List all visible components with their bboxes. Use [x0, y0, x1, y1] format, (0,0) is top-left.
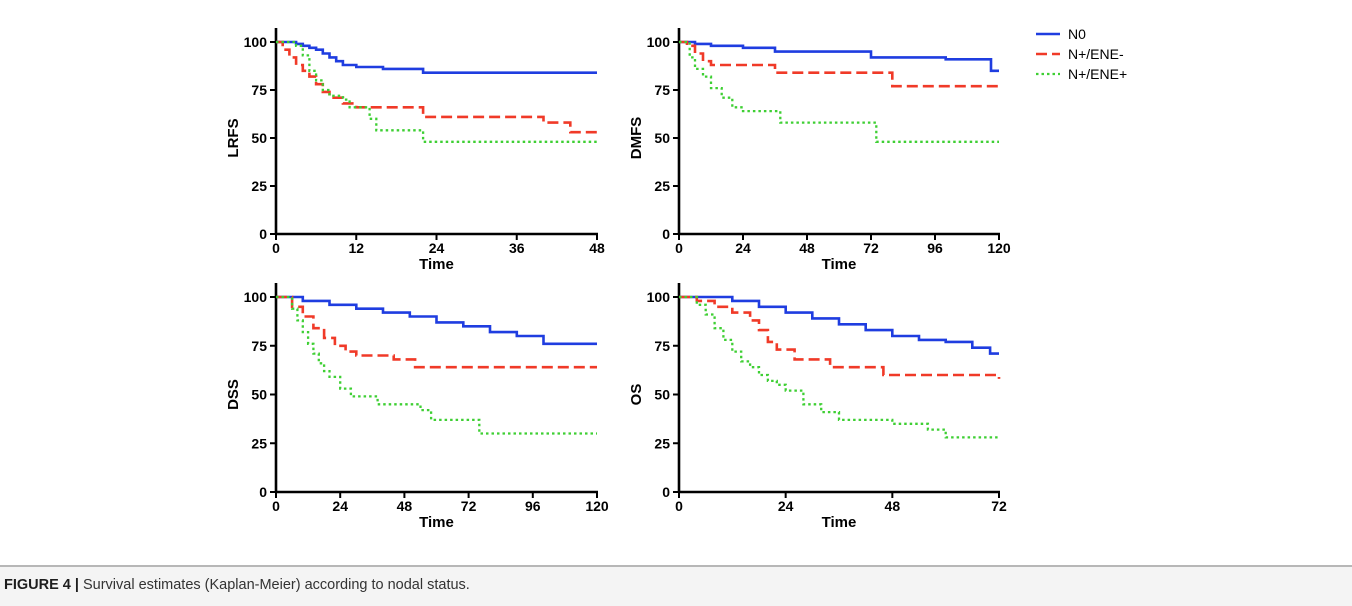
x-tick-label: 0 — [272, 240, 280, 256]
legend-entry: N+/ENE+ — [1036, 66, 1127, 82]
legend-entry: N0 — [1036, 26, 1086, 42]
x-tick-label: 48 — [397, 498, 413, 514]
legend-label: N+/ENE+ — [1068, 66, 1127, 82]
x-tick-label: 96 — [927, 240, 943, 256]
y-tick-label: 0 — [259, 484, 267, 500]
series-n0 — [276, 40, 597, 74]
x-tick-label: 48 — [885, 498, 901, 514]
series-n0 — [276, 295, 597, 346]
y-tick-label: 25 — [654, 435, 670, 451]
x-tick-label: 72 — [863, 240, 879, 256]
x-axis-label: Time — [822, 514, 857, 531]
y-axis-label: LRFS — [225, 118, 242, 157]
y-tick-label: 25 — [251, 435, 267, 451]
plot-dss: 0 25 50 75 100 0 24 48 72 96 120 Time DSS — [225, 283, 609, 531]
plot-lrfs: 0 25 50 75 100 0 12 24 36 48 Time LRFS — [225, 28, 605, 273]
x-tick-label: 0 — [675, 240, 683, 256]
legend: N0 N+/ENE- N+/ENE+ — [1034, 24, 1184, 114]
x-tick-label: 72 — [461, 498, 477, 514]
y-tick-label: 50 — [251, 130, 267, 146]
legend-graphic: N0 N+/ENE- N+/ENE+ — [1036, 26, 1127, 82]
y-tick-label: 75 — [654, 82, 670, 98]
x-axis-label: Time — [419, 514, 454, 531]
series-n-ene- — [276, 40, 597, 134]
x-tick-label: 36 — [509, 240, 525, 256]
figure-caption: FIGURE 4 | Survival estimates (Kaplan-Me… — [0, 565, 1352, 606]
x-tick-label: 24 — [429, 240, 445, 256]
x-tick-label: 120 — [585, 498, 609, 514]
y-tick-label: 25 — [251, 178, 267, 194]
series-n0 — [679, 40, 999, 73]
series-n-ene- — [276, 40, 597, 143]
y-axis-label: DMFS — [628, 117, 645, 160]
x-tick-label: 24 — [332, 498, 348, 514]
plot-os: 0 25 50 75 100 0 24 48 72 Time OS — [628, 283, 1007, 531]
x-tick-label: 0 — [675, 498, 683, 514]
series-n-ene- — [276, 295, 597, 369]
y-tick-label: 0 — [662, 484, 670, 500]
series-n-ene- — [679, 40, 999, 88]
survival-plots: 0 25 50 75 100 0 12 24 36 48 Time LRFS 0 25 50 75 100 0 24… — [225, 28, 1011, 531]
y-tick-label: 25 — [654, 178, 670, 194]
x-tick-label: 24 — [735, 240, 751, 256]
y-tick-label: 75 — [251, 338, 267, 354]
series-n0 — [679, 295, 999, 355]
y-tick-label: 100 — [647, 34, 671, 50]
x-axis-label: Time — [822, 256, 857, 273]
y-tick-label: 100 — [647, 289, 671, 305]
series-n-ene- — [679, 295, 1001, 379]
y-tick-label: 100 — [244, 34, 268, 50]
y-tick-label: 50 — [654, 130, 670, 146]
x-tick-label: 0 — [272, 498, 280, 514]
y-axis-label: OS — [628, 384, 645, 406]
caption-label: FIGURE 4 | — [4, 577, 79, 593]
y-tick-label: 50 — [654, 387, 670, 403]
legend-label: N0 — [1068, 26, 1086, 42]
x-axis-label: Time — [419, 256, 454, 273]
y-tick-label: 75 — [251, 82, 267, 98]
y-tick-label: 100 — [244, 289, 268, 305]
y-axis-label: DSS — [225, 379, 242, 410]
x-tick-label: 120 — [987, 240, 1011, 256]
plot-dmfs: 0 25 50 75 100 0 24 48 72 96 120 Time DMFS — [628, 28, 1011, 273]
series-n-ene- — [679, 40, 999, 143]
series-n-ene- — [276, 295, 597, 435]
x-tick-label: 48 — [799, 240, 815, 256]
caption-body: Survival estimates (Kaplan-Meier) accord… — [78, 577, 470, 593]
y-tick-label: 0 — [662, 226, 670, 242]
y-tick-label: 75 — [654, 338, 670, 354]
x-tick-label: 72 — [991, 498, 1007, 514]
x-tick-label: 96 — [525, 498, 541, 514]
series-n-ene- — [679, 295, 999, 439]
y-tick-label: 0 — [259, 226, 267, 242]
x-tick-label: 24 — [778, 498, 794, 514]
y-tick-label: 50 — [251, 387, 267, 403]
x-tick-label: 48 — [589, 240, 605, 256]
x-tick-label: 12 — [348, 240, 364, 256]
caption-text: FIGURE 4 | Survival estimates (Kaplan-Me… — [4, 577, 470, 593]
legend-label: N+/ENE- — [1068, 46, 1124, 62]
legend-entry: N+/ENE- — [1036, 46, 1124, 62]
